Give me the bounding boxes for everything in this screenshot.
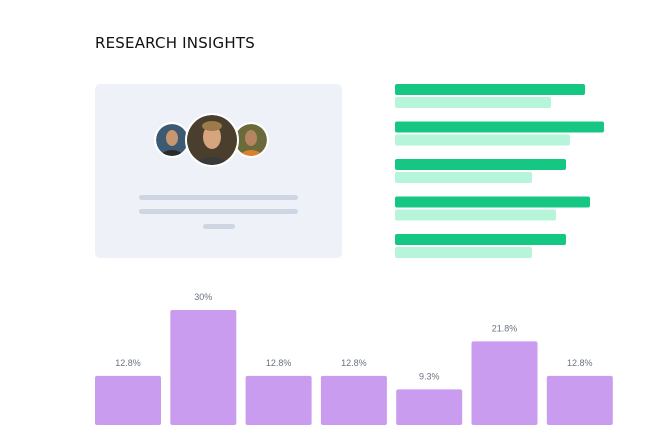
value-label: 12.8%: [266, 358, 292, 368]
avatar: [156, 124, 188, 156]
value-label: 12.8%: [567, 358, 593, 368]
avatar-ring: [185, 113, 239, 167]
bar: [170, 310, 237, 425]
bar: [471, 341, 538, 425]
value-label: 21.8%: [492, 323, 518, 333]
value-label: 12.8%: [115, 358, 141, 368]
text-placeholder: [203, 224, 235, 229]
bar: [396, 389, 463, 425]
value-label: 12.8%: [341, 358, 367, 368]
comparison-bar: [395, 247, 532, 258]
comparison-bar: [395, 84, 585, 95]
value-label: 30%: [194, 292, 212, 302]
profile-card: [95, 84, 342, 258]
comparison-bar: [395, 172, 532, 183]
comparison-bar: [395, 134, 570, 146]
bar: [95, 375, 161, 425]
text-placeholder: [139, 209, 298, 214]
avatar: [187, 115, 237, 165]
comparison-bar: [395, 209, 556, 221]
text-placeholder: [139, 195, 298, 200]
comparison-bar: [395, 234, 566, 245]
comparison-bar: [395, 121, 604, 133]
comparison-bar: [395, 97, 551, 108]
bar: [320, 375, 387, 425]
bar: [546, 375, 613, 425]
page-title: RESEARCH INSIGHTS: [95, 34, 255, 52]
comparison-bar: [395, 196, 590, 208]
value-label: 9.3%: [419, 371, 440, 381]
bar: [245, 375, 312, 425]
comparison-bar: [395, 159, 566, 170]
avatar: [235, 124, 267, 156]
